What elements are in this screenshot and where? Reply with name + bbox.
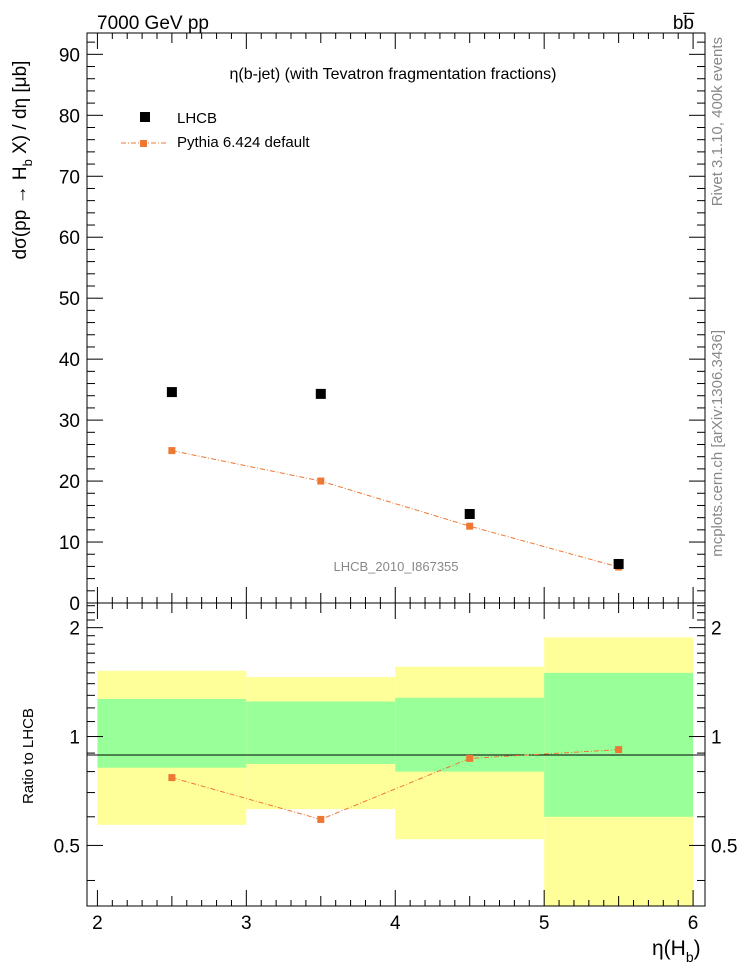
x-tick-label: 3 (241, 913, 252, 934)
legend-label-pythia: Pythia 6.424 default (177, 134, 310, 151)
ratio-y-tick-label: 2 (69, 619, 80, 640)
y-tick-label: 0 (69, 594, 80, 615)
y-tick-label: 10 (59, 533, 80, 554)
x-tick-label: 2 (92, 913, 103, 934)
ratio-pythia-point (466, 754, 474, 762)
ratio-y-tick-label: 0.5 (54, 836, 80, 857)
ratio-y-tick-label-right: 0.5 (711, 836, 737, 857)
main-panel: η(b-jet) (with Tevatron fragmentation fr… (10, 32, 706, 615)
ratio-y-tick-label-right: 1 (711, 728, 722, 749)
y-tick-label: 50 (59, 289, 80, 310)
pythia-point (317, 477, 325, 485)
ratio-pythia-point (317, 815, 325, 823)
ratio-band-inner (544, 672, 694, 817)
y-tick-label: 40 (59, 350, 80, 371)
ratio-pythia-line (171, 749, 619, 820)
x-tick-label: 5 (539, 913, 550, 934)
legend-label-lhcb: LHCB (177, 110, 217, 127)
y-tick-label: 60 (59, 228, 80, 249)
y-tick-label: 80 (59, 106, 80, 127)
chart-title: η(b-jet) (with Tevatron fragmentation fr… (230, 66, 557, 83)
header-right: bb̅ (673, 13, 695, 34)
y-tick-label: 30 (59, 411, 80, 432)
y-tick-label: 70 (59, 167, 80, 188)
legend-marker-pythia (140, 140, 147, 147)
legend-marker-lhcb (140, 112, 150, 122)
mcplots-label: mcplots.cern.ch [arXiv:1306.3436] (709, 330, 726, 557)
ratio-pythia-point (168, 774, 176, 782)
ratio-pythia-point (615, 746, 623, 754)
ratio-panel: Ratio to LHCB 0.5 0.5 1 1 2 2 2 3 4 5 6 (20, 602, 737, 934)
lhcb-point (613, 558, 624, 569)
lhcb-point (315, 388, 326, 399)
ratio-y-tick-label: 1 (69, 728, 80, 749)
y-tick-label: 20 (59, 472, 80, 493)
lhcb-point (166, 387, 177, 398)
pythia-point (168, 447, 176, 455)
watermark: LHCB_2010_I867355 (333, 559, 458, 574)
x-axis-label: η(Hb) (652, 937, 701, 965)
ratio-y-label: Ratio to LHCB (20, 708, 37, 804)
ratio-y-tick-label-right: 2 (711, 619, 722, 640)
y-tick-label: 90 (59, 45, 80, 66)
header-left: 7000 GeV pp (97, 13, 209, 34)
rivet-label: Rivet 3.1.10, 400k events (709, 37, 726, 206)
pythia-point (466, 522, 474, 530)
pythia-line (171, 450, 619, 568)
x-tick-label: 6 (688, 913, 699, 934)
ratio-band-inner (246, 701, 396, 764)
x-tick-label: 4 (390, 913, 401, 934)
ratio-band-inner (97, 698, 247, 768)
lhcb-point (464, 508, 475, 519)
y-axis-label: dσ(pp → Hb X) / dη [μb] (10, 61, 35, 260)
